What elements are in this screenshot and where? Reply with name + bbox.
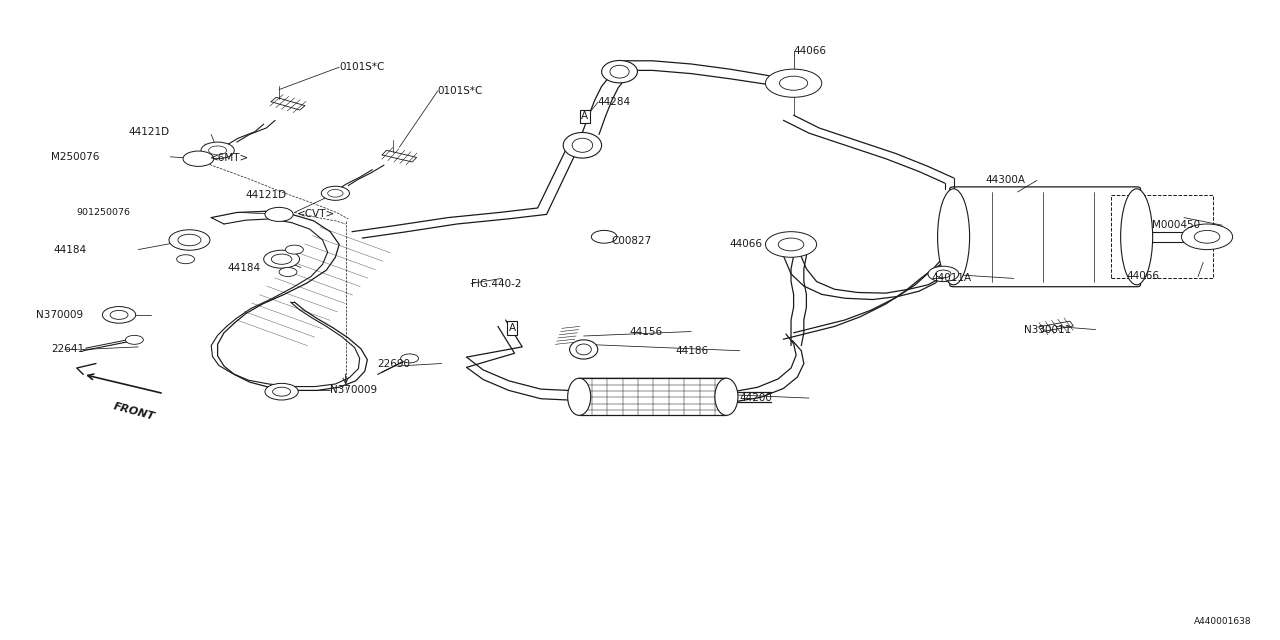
Text: A: A (508, 323, 516, 333)
Text: N370009: N370009 (36, 310, 83, 320)
Text: 44121D: 44121D (128, 127, 169, 138)
Circle shape (264, 250, 300, 268)
Circle shape (591, 230, 617, 243)
Ellipse shape (1121, 189, 1153, 285)
Text: 44066: 44066 (1126, 271, 1160, 282)
Circle shape (183, 151, 214, 166)
Circle shape (936, 270, 951, 278)
Circle shape (285, 245, 303, 254)
Circle shape (177, 255, 195, 264)
Text: 44066: 44066 (794, 46, 827, 56)
Ellipse shape (602, 60, 637, 83)
Text: <CVT>: <CVT> (297, 209, 335, 220)
Circle shape (178, 234, 201, 246)
Circle shape (778, 238, 804, 251)
Ellipse shape (572, 138, 593, 152)
Text: FRONT: FRONT (113, 401, 156, 422)
Text: A440001638: A440001638 (1194, 617, 1252, 626)
Text: N330011: N330011 (1024, 324, 1071, 335)
Circle shape (328, 189, 343, 197)
Circle shape (265, 383, 298, 400)
Text: 44156: 44156 (630, 326, 663, 337)
Bar (580, 378, 727, 415)
Circle shape (169, 230, 210, 250)
Text: 0101S*C: 0101S*C (438, 86, 483, 96)
Text: 44300A: 44300A (986, 175, 1025, 186)
Circle shape (125, 335, 143, 344)
Circle shape (102, 307, 136, 323)
Circle shape (765, 69, 822, 97)
Text: N370009: N370009 (330, 385, 378, 396)
Text: 44121D: 44121D (246, 190, 287, 200)
Ellipse shape (609, 65, 630, 78)
Circle shape (279, 268, 297, 276)
Ellipse shape (576, 344, 591, 355)
Circle shape (765, 232, 817, 257)
Text: A: A (581, 111, 589, 122)
Text: <6MT>: <6MT> (210, 153, 250, 163)
Circle shape (321, 186, 349, 200)
Circle shape (265, 207, 293, 221)
Text: 22690: 22690 (378, 358, 411, 369)
Ellipse shape (714, 378, 737, 415)
Text: M000450: M000450 (1152, 220, 1201, 230)
Text: C00827: C00827 (612, 236, 652, 246)
Circle shape (1181, 224, 1233, 250)
Ellipse shape (570, 340, 598, 359)
Text: FIG.440-2: FIG.440-2 (471, 278, 521, 289)
Text: 44066: 44066 (730, 239, 763, 250)
Text: 901250076: 901250076 (77, 208, 131, 217)
Text: M250076: M250076 (51, 152, 100, 162)
Text: 22641: 22641 (51, 344, 84, 354)
Text: 44011A: 44011A (932, 273, 972, 284)
Circle shape (401, 354, 419, 363)
Circle shape (271, 254, 292, 264)
Ellipse shape (563, 132, 602, 158)
Circle shape (928, 266, 959, 282)
Circle shape (110, 310, 128, 319)
Text: 0101S*C: 0101S*C (339, 62, 384, 72)
Ellipse shape (937, 189, 970, 285)
Bar (1111, 195, 1213, 278)
Circle shape (273, 387, 291, 396)
Ellipse shape (568, 378, 591, 415)
Circle shape (201, 142, 234, 159)
Text: 44200: 44200 (740, 393, 773, 403)
Text: 44186: 44186 (676, 346, 709, 356)
FancyBboxPatch shape (950, 187, 1140, 287)
Circle shape (1194, 230, 1220, 243)
Text: 44284: 44284 (598, 97, 631, 108)
Text: 44184: 44184 (54, 244, 87, 255)
Text: 44184: 44184 (228, 262, 261, 273)
Circle shape (209, 146, 227, 155)
Circle shape (780, 76, 808, 90)
